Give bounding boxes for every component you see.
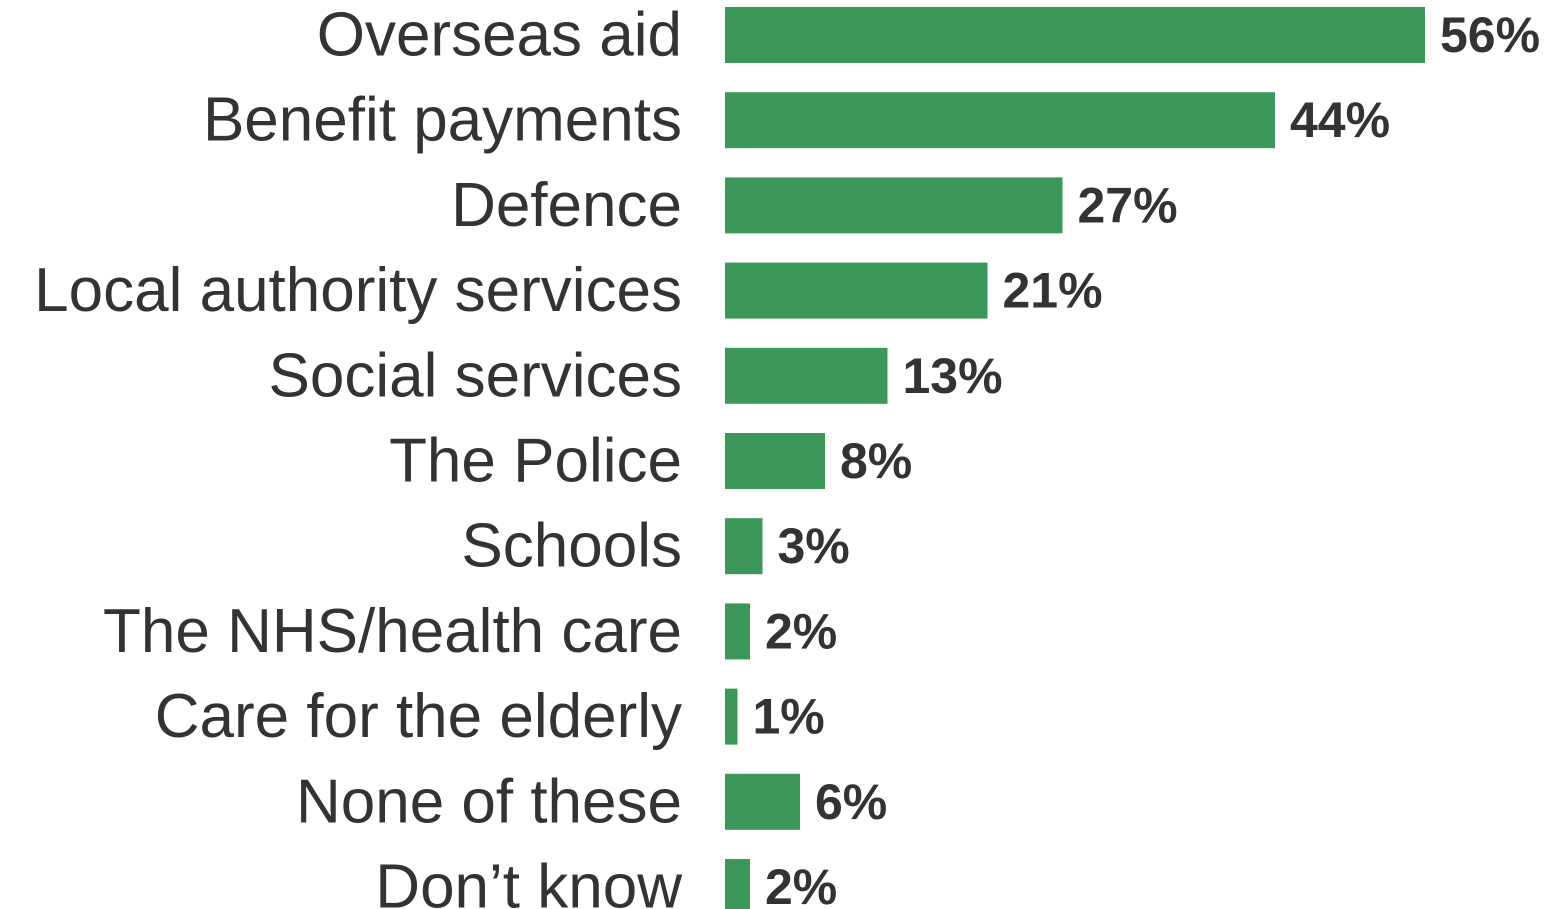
value-labels: 56% 44% 27% 21%13% 8% 3% 2% 1% 6% 2%: [753, 7, 1541, 909]
category-label: Defence: [451, 171, 682, 240]
category-label: Care for the elderly: [155, 682, 682, 751]
bar: [725, 347, 888, 404]
category-label: Schools: [461, 512, 682, 581]
value-label: 6%: [815, 774, 887, 830]
bar: [725, 433, 825, 489]
value-label: 13%: [903, 348, 1003, 404]
value-label: 56%: [1440, 7, 1540, 63]
category-label: Don’t know: [375, 853, 682, 909]
value-label: 2%: [765, 603, 837, 659]
value-label: 2%: [765, 859, 837, 909]
bar: [725, 773, 800, 830]
bar: [725, 7, 1425, 63]
bar: [725, 688, 738, 745]
category-label: The Police: [389, 427, 682, 496]
category-label: Social services: [269, 341, 682, 410]
value-label: 27%: [1078, 177, 1178, 233]
category-label: The NHS/health care: [103, 597, 682, 666]
category-label: None of these: [296, 767, 682, 836]
value-label: 1%: [753, 689, 825, 745]
bar: [725, 92, 1275, 149]
bars: [725, 7, 1425, 909]
bar: [725, 859, 750, 909]
value-label: 3%: [778, 518, 850, 574]
bar: [725, 177, 1063, 234]
value-label: 21%: [1003, 263, 1103, 319]
value-label: 44%: [1290, 92, 1390, 148]
category-labels: Overseas aid Benefit payments Defence Local…: [34, 1, 682, 909]
category-label: Benefit payments: [203, 86, 682, 155]
category-label: Local authority services: [34, 256, 682, 325]
bar: [725, 603, 750, 660]
bar: [725, 518, 763, 575]
category-label: Overseas aid: [317, 1, 682, 70]
bar: [725, 262, 988, 319]
value-label: 8%: [840, 433, 912, 489]
